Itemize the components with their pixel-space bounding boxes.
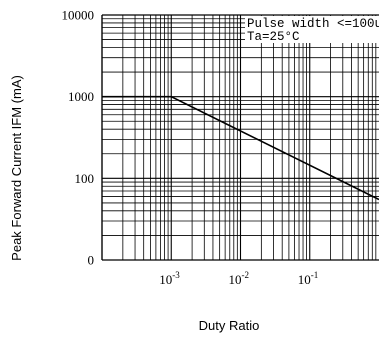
grid (101, 15, 379, 261)
series-layer (102, 95, 379, 201)
x-tick-label: 10-2 (229, 270, 250, 287)
plot-frame (101, 14, 379, 261)
annotation-temperature: Ta=25°C (247, 30, 300, 44)
annotation-box: Pulse width <=100us Ta=25°C (245, 16, 379, 44)
x-tick-label: 10-3 (159, 270, 180, 287)
series-line-0 (102, 95, 379, 201)
x-tick-label: 10-1 (298, 270, 319, 287)
annotation-pulse-width: Pulse width <=100us (247, 17, 379, 31)
x-axis-label: Duty Ratio (199, 318, 260, 333)
y-tick-label: 100 (75, 171, 95, 186)
y-tick-label: 1000 (68, 89, 94, 104)
annotation-background (245, 16, 379, 43)
y-axis-label: Peak Forward Current IFM (mA) (9, 75, 24, 261)
y-tick-label: 10000 (62, 8, 95, 23)
y-tick-label: 0 (88, 253, 95, 268)
